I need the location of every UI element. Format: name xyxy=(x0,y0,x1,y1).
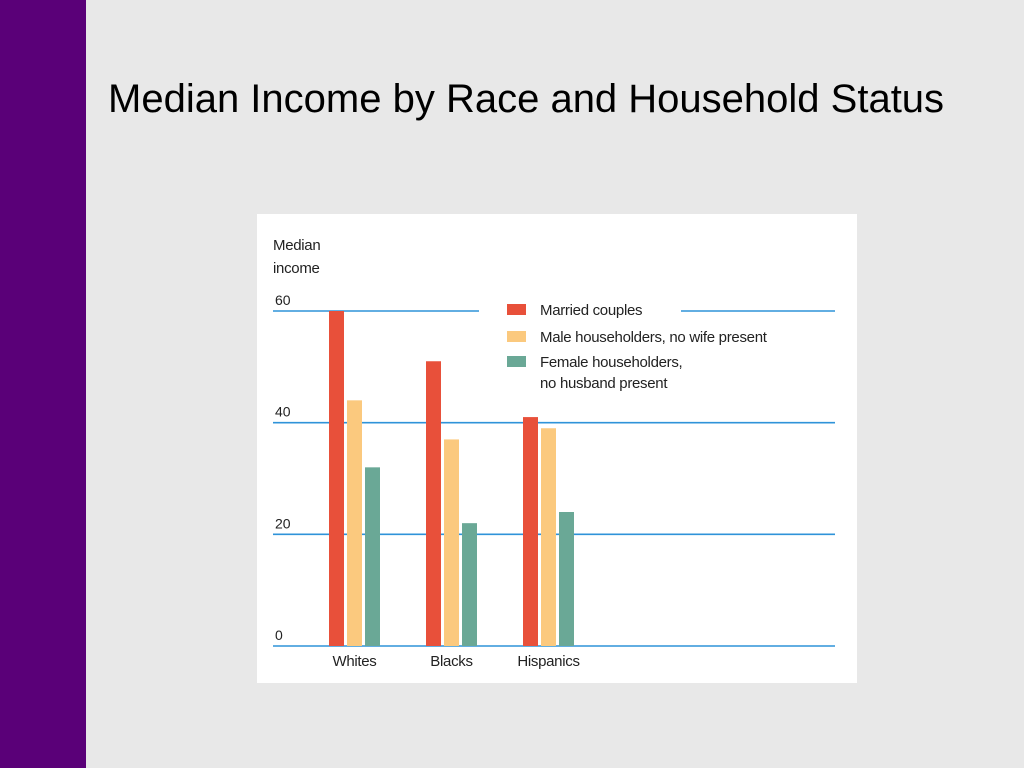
bar xyxy=(541,428,556,646)
x-tick-label: Blacks xyxy=(430,653,472,670)
bar xyxy=(426,361,441,646)
y-tick-label: 60 xyxy=(275,292,291,308)
bar xyxy=(523,417,538,646)
bar xyxy=(559,512,574,646)
y-tick-label: 40 xyxy=(275,404,291,420)
legend-swatch xyxy=(507,356,526,367)
slide-title: Median Income by Race and Household Stat… xyxy=(108,77,945,121)
x-tick-label: Hispanics xyxy=(517,653,579,670)
legend-label: Male householders, no wife present xyxy=(540,329,768,346)
bar xyxy=(444,439,459,646)
bar-chart: 0 20 40 60 Whites Blacks Hispanics Married coup… xyxy=(273,292,835,670)
chart-panel: Median income 0 20 40 60 Whites Blacks Hispani… xyxy=(257,214,857,683)
bar xyxy=(347,400,362,646)
y-tick-label: 0 xyxy=(275,627,283,643)
x-tick-label: Whites xyxy=(332,653,376,670)
legend-label: Female householders, no husband present xyxy=(540,354,682,392)
bar xyxy=(462,523,477,646)
sidebar-accent xyxy=(0,0,86,768)
y-tick-label: 20 xyxy=(275,515,291,531)
bar xyxy=(329,311,344,646)
bar xyxy=(365,467,380,646)
legend-swatch xyxy=(507,331,526,342)
legend-label: Married couples xyxy=(540,302,642,319)
y-axis-title: Median income xyxy=(273,237,321,277)
legend-swatch xyxy=(507,304,526,315)
